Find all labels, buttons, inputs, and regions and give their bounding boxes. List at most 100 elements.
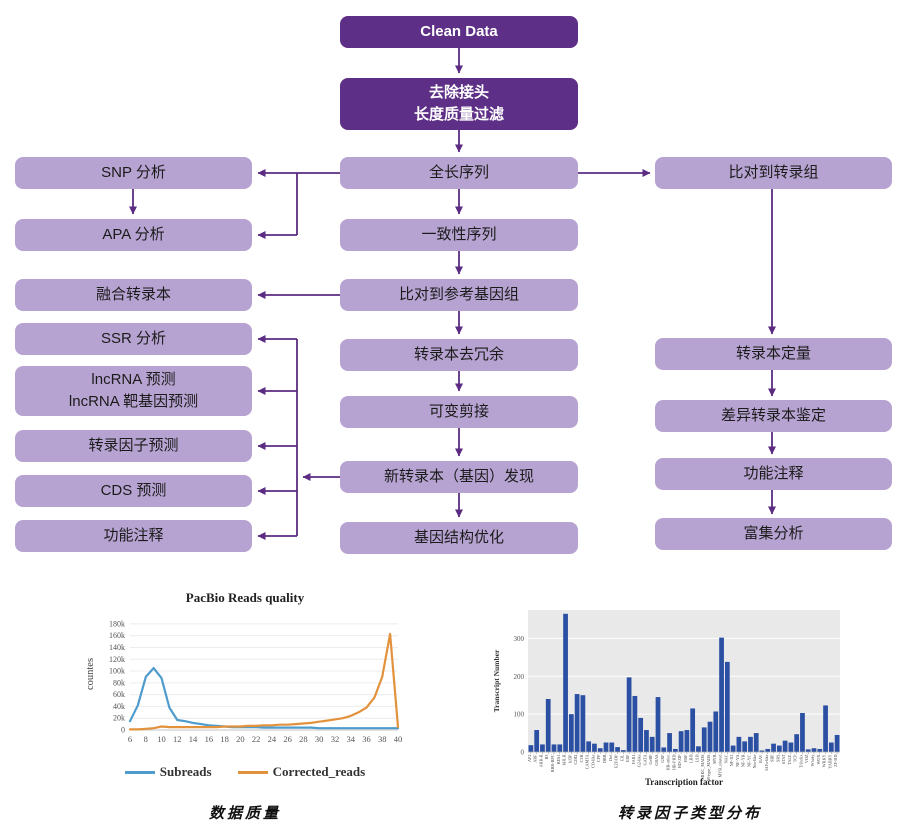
svg-text:GRF: GRF (660, 754, 665, 763)
svg-text:S1Fa-like: S1Fa-like (764, 754, 769, 770)
flow-node-annotation-right: 功能注释 (655, 458, 892, 490)
svg-text:40: 40 (394, 734, 403, 744)
legend-label-subreads: Subreads (159, 764, 212, 779)
svg-text:Transcript Number: Transcript Number (492, 649, 501, 712)
tf-distribution-chart: 0 100 200 300 AP2 ARF ARR-B B3 BBR-BPC BES1 bHLH bZ… (492, 610, 840, 787)
svg-text:FAR1: FAR1 (631, 755, 636, 765)
svg-text:MYB: MYB (712, 754, 717, 764)
svg-text:countes: countes (85, 658, 96, 690)
svg-text:8: 8 (144, 734, 148, 744)
svg-text:NF-X1: NF-X1 (729, 755, 734, 767)
svg-text:Whirly: Whirly (810, 754, 815, 767)
svg-text:MIKC_MADS: MIKC_MADS (700, 754, 705, 780)
svg-text:ARR-B: ARR-B (538, 754, 543, 767)
svg-text:0: 0 (521, 749, 525, 757)
svg-text:RAV: RAV (758, 755, 763, 763)
flow-node-consensus: 一致性序列 (340, 219, 578, 251)
flow-node-fusion: 融合转录本 (15, 279, 252, 311)
svg-text:BES1: BES1 (556, 755, 561, 765)
svg-text:140k: 140k (109, 643, 125, 652)
svg-text:40k: 40k (113, 702, 125, 711)
svg-text:18: 18 (220, 734, 229, 744)
svg-text:36: 36 (362, 734, 371, 744)
svg-text:26: 26 (283, 734, 292, 744)
svg-text:NF-YB: NF-YB (741, 754, 746, 767)
svg-text:ARF: ARF (533, 754, 538, 763)
flow-node-full-length: 全长序列 (340, 157, 578, 189)
svg-text:14: 14 (189, 734, 198, 744)
legend-item-subreads: Subreads (124, 764, 212, 780)
svg-text:VOZ: VOZ (804, 754, 809, 763)
svg-text:BBR-BPC: BBR-BPC (550, 754, 555, 772)
svg-text:HB-PHD: HB-PHD (671, 755, 676, 771)
svg-text:bHLH: bHLH (562, 755, 567, 766)
svg-text:WRKY: WRKY (822, 755, 827, 768)
svg-text:C2H2: C2H2 (573, 755, 578, 765)
svg-text:LSD: LSD (694, 755, 699, 763)
svg-text:160k: 160k (109, 631, 125, 640)
svg-text:CPP: CPP (596, 754, 601, 762)
svg-text:12: 12 (173, 734, 182, 744)
figure-caption-tf-distribution: 转录因子类型分布 (617, 804, 762, 822)
svg-text:NAC: NAC (723, 754, 728, 763)
flow-node-cds: CDS 预测 (15, 475, 252, 507)
legend-label-corrected-reads: Corrected_reads (272, 764, 366, 779)
svg-text:YABBY: YABBY (827, 755, 832, 769)
svg-text:Nin-like: Nin-like (752, 754, 757, 768)
svg-text:TALE: TALE (787, 754, 792, 765)
svg-text:100: 100 (514, 711, 525, 719)
flow-node-quantify: 转录本定量 (655, 338, 892, 370)
svg-text:bZIP: bZIP (567, 754, 572, 763)
svg-text:GRAS: GRAS (654, 754, 659, 766)
svg-text:100k: 100k (109, 667, 125, 676)
flow-node-enrichment: 富集分析 (655, 518, 892, 550)
svg-text:200: 200 (514, 673, 525, 681)
svg-text:32: 32 (331, 734, 340, 744)
corrected-reads-line-swatch (237, 770, 268, 774)
svg-text:20k: 20k (113, 714, 125, 723)
svg-text:SRS: SRS (775, 754, 780, 762)
reads-quality-figure: PacBio Reads quality 0 20k 40k 60k 80k 100k 12… (70, 590, 420, 823)
svg-text:ERF: ERF (625, 754, 630, 762)
flow-node-ssr: SSR 分析 (15, 323, 252, 355)
svg-text:ZF-HD: ZF-HD (833, 755, 838, 767)
flow-node-diff-transcript: 差异转录本鉴定 (655, 400, 892, 432)
svg-text:120k: 120k (109, 655, 125, 664)
svg-text:DBB: DBB (602, 754, 607, 763)
figure-caption-data-quality: 数据质量 (208, 804, 281, 822)
svg-text:Trihelix: Trihelix (798, 754, 803, 768)
svg-text:NF-YA: NF-YA (735, 755, 740, 767)
legend-item-corrected-reads: Corrected_reads (237, 764, 366, 780)
svg-text:E2F/DP: E2F/DP (614, 754, 619, 768)
svg-text:M-type_MADS: M-type_MADS (706, 754, 711, 781)
svg-text:34: 34 (346, 734, 355, 744)
flow-node-novel-transcript: 新转录本（基因）发现 (340, 461, 578, 493)
reads-quality-title: PacBio Reads quality (185, 590, 305, 605)
flow-node-apa: APA 分析 (15, 219, 252, 251)
svg-text:38: 38 (378, 734, 387, 744)
svg-text:WOX: WOX (816, 755, 821, 765)
svg-text:20: 20 (236, 734, 245, 744)
flow-node-dedup: 转录本去冗余 (340, 339, 578, 371)
svg-text:STAT: STAT (781, 754, 786, 764)
pipeline-flowchart: Clean Data 去除接头 长度质量过滤 全长序列 一致性序列 比对到参考基因… (15, 16, 892, 554)
svg-text:GeBP: GeBP (648, 754, 653, 765)
svg-text:C3H: C3H (579, 755, 584, 763)
svg-text:300: 300 (514, 635, 525, 643)
svg-text:60k: 60k (113, 690, 125, 699)
flow-node-snp: SNP 分析 (15, 157, 252, 189)
svg-text:TCP: TCP (793, 754, 798, 762)
svg-text:G2-like: G2-like (637, 754, 642, 767)
svg-text:B3: B3 (544, 755, 549, 760)
svg-text:16: 16 (205, 734, 214, 744)
svg-text:LBD: LBD (689, 755, 694, 763)
svg-text:NF-YC: NF-YC (746, 754, 751, 767)
svg-text:CO-like: CO-like (590, 754, 595, 768)
tf-distribution-figure: 0 100 200 300 AP2 ARF ARR-B B3 BBR-BPC BES1 bHLH bZ… (488, 604, 892, 823)
svg-text:24: 24 (268, 734, 277, 744)
svg-text:28: 28 (299, 734, 308, 744)
svg-text:0: 0 (121, 726, 125, 735)
flow-node-map-transcriptome: 比对到转录组 (655, 157, 892, 189)
flow-node-alt-splicing: 可变剪接 (340, 396, 578, 428)
